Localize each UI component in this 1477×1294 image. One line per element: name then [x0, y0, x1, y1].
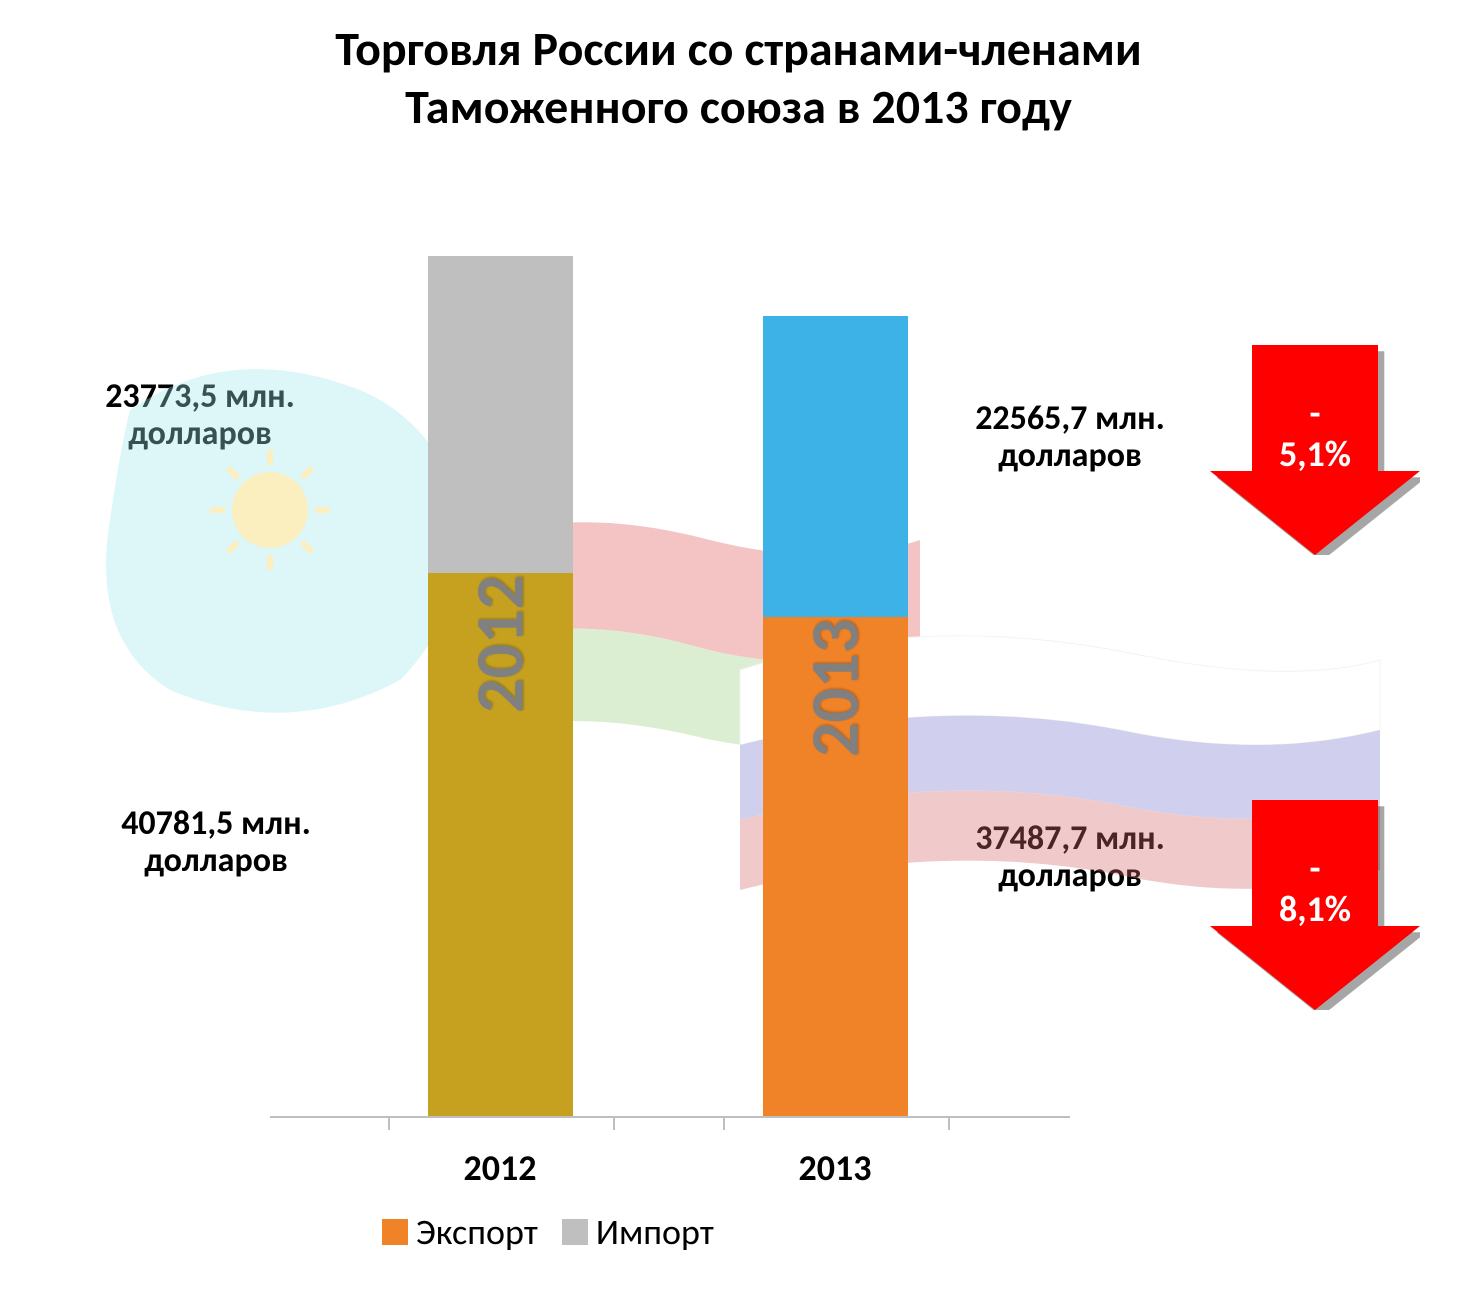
legend-item-0: Экспорт	[382, 1210, 538, 1254]
legend: Экспорт Импорт	[370, 1210, 726, 1255]
axis-tick	[388, 1118, 390, 1130]
legend-swatch	[382, 1219, 408, 1245]
category-label-2012: 2012	[440, 1146, 560, 1190]
segment-import-2012	[428, 256, 573, 573]
legend-item-1: Импорт	[562, 1210, 714, 1254]
x-axis-line	[270, 1116, 1070, 1118]
chart-title: Торговля России со странами-членами Тамо…	[0, 20, 1477, 135]
axis-tick	[723, 1118, 725, 1130]
bar-2013: 2013	[763, 316, 908, 1116]
legend-label: Импорт	[596, 1210, 714, 1254]
axis-tick	[948, 1118, 950, 1130]
axis-tick	[613, 1118, 615, 1130]
year-overlay-2012: 2012	[466, 571, 534, 716]
bar-2012: 2012	[428, 256, 573, 1116]
arrow-label: - 8,1%	[1210, 848, 1420, 931]
arrow-label: - 5,1%	[1210, 393, 1420, 476]
segment-import-2013	[763, 316, 908, 617]
category-label-2013: 2013	[775, 1146, 895, 1190]
legend-swatch	[562, 1219, 588, 1245]
plot-area: 2012 2013	[270, 258, 1070, 1118]
down-arrow-0: - 5,1%	[1210, 345, 1420, 555]
down-arrow-1: - 8,1%	[1210, 800, 1420, 1010]
legend-label: Экспорт	[416, 1210, 538, 1254]
chart-root: Торговля России со странами-членами Тамо…	[0, 0, 1477, 1294]
year-overlay-2013: 2013	[801, 615, 869, 760]
